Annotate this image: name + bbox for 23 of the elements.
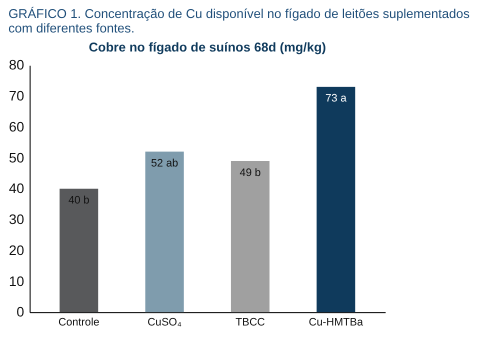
x-tick-label: TBCC [235, 316, 266, 329]
data-label: 73 a [325, 92, 348, 105]
bar [230, 160, 270, 312]
y-tick-label: 20 [8, 242, 25, 258]
y-tick-label: 40 [8, 180, 25, 196]
y-tick-label: 60 [8, 118, 25, 134]
y-tick-label: 10 [8, 272, 25, 289]
x-tick-label: Controle [58, 316, 100, 329]
y-tick-label: 70 [8, 88, 25, 104]
bar [60, 188, 98, 312]
data-label: 40 b [68, 194, 90, 207]
y-tick-label: 30 [8, 211, 25, 228]
chart-subtitle: Cobre no fígado de suínos 68d (mg/kg) [88, 39, 326, 54]
y-tick-label: 0 [16, 304, 25, 320]
chart-title: GRÁFICO 1. Concentração de Cu disponível no fígado de leitões suplementados com diferentes fontes. [8, 6, 470, 36]
y-tick-label: 50 [8, 149, 25, 166]
data-label: 49 b [240, 166, 261, 179]
bar [145, 152, 184, 312]
bar [316, 86, 356, 312]
x-tick-label: CuSO₄ [148, 316, 182, 329]
y-tick-label: 80 [8, 56, 25, 73]
x-tick-label: Cu-HMTBa [308, 316, 364, 329]
data-label: 52 ab [150, 158, 178, 170]
